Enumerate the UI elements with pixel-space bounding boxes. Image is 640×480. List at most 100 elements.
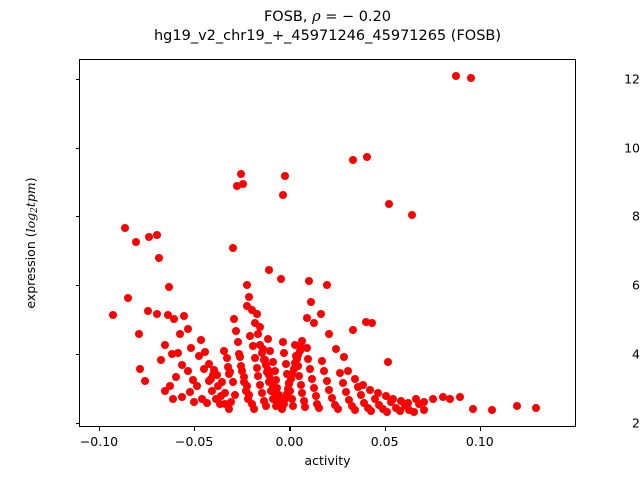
data-point <box>395 407 404 416</box>
data-point <box>230 314 239 323</box>
data-point <box>333 405 342 414</box>
data-point <box>307 374 316 383</box>
data-point <box>310 319 319 328</box>
data-point <box>200 348 209 357</box>
data-point <box>240 373 249 382</box>
data-point <box>120 223 129 232</box>
data-point <box>239 377 248 386</box>
data-point <box>241 386 250 395</box>
data-point <box>243 382 251 391</box>
data-point <box>271 401 280 410</box>
data-point <box>202 398 211 407</box>
data-point <box>237 367 246 376</box>
data-point <box>217 392 226 401</box>
data-point <box>455 392 464 401</box>
data-point <box>179 312 188 321</box>
data-point <box>258 344 267 353</box>
data-point <box>309 383 318 392</box>
data-point <box>257 349 266 358</box>
data-point <box>295 346 304 355</box>
y-tick-mark <box>75 78 79 81</box>
data-point <box>361 318 370 327</box>
data-point <box>265 371 274 380</box>
data-point <box>354 383 363 392</box>
x-tick-label: 0.10 <box>465 434 494 449</box>
data-point <box>233 181 242 190</box>
x-tick-label: −0.10 <box>79 434 119 449</box>
data-point <box>166 381 175 390</box>
data-point <box>204 376 213 385</box>
data-point <box>155 253 164 262</box>
data-point <box>382 407 391 416</box>
data-point <box>374 389 382 398</box>
data-point <box>383 358 392 367</box>
data-point <box>288 369 297 378</box>
y-axis-label: expression (log2tpm) <box>23 177 40 309</box>
data-point <box>232 326 241 335</box>
data-point <box>189 375 198 384</box>
data-point <box>336 369 345 378</box>
data-point <box>214 382 223 391</box>
data-point <box>212 395 221 404</box>
data-point <box>339 352 348 361</box>
data-point <box>269 394 278 403</box>
data-point <box>168 350 177 359</box>
data-point <box>469 405 478 414</box>
data-point <box>243 395 252 404</box>
data-point <box>160 386 169 395</box>
data-point <box>290 340 299 349</box>
data-point <box>349 155 358 164</box>
data-point <box>404 398 413 407</box>
y-tick-label: 12 <box>624 71 640 87</box>
data-point <box>289 364 298 373</box>
data-point <box>302 313 311 322</box>
data-point <box>368 318 377 327</box>
data-point <box>358 381 367 390</box>
data-point <box>313 399 322 408</box>
x-tick-label: −0.05 <box>175 434 214 449</box>
data-point <box>332 344 341 353</box>
y-tick-label: 10 <box>624 140 640 156</box>
x-tick-label: 0.05 <box>370 434 399 449</box>
data-point <box>289 401 298 410</box>
data-point <box>400 401 409 410</box>
data-point <box>280 349 289 358</box>
data-point <box>284 378 293 387</box>
data-point <box>350 405 359 414</box>
data-point <box>302 343 311 352</box>
data-point <box>177 361 186 370</box>
data-point <box>238 179 247 188</box>
data-point <box>140 376 149 385</box>
data-point <box>532 403 541 412</box>
data-point <box>170 314 179 323</box>
data-point <box>268 357 277 366</box>
data-point <box>250 353 259 362</box>
data-point <box>231 391 240 399</box>
data-point <box>236 170 245 179</box>
data-point <box>292 351 301 360</box>
data-point <box>258 389 267 398</box>
data-point <box>174 349 183 358</box>
data-point <box>282 390 291 399</box>
data-point <box>414 400 423 409</box>
data-point <box>247 399 256 408</box>
data-point <box>190 397 199 406</box>
data-point <box>183 324 192 333</box>
data-point <box>381 392 390 401</box>
data-point <box>405 405 414 414</box>
data-point <box>221 400 230 409</box>
data-point <box>330 400 339 409</box>
data-point <box>296 342 305 351</box>
data-point <box>143 306 152 315</box>
data-point <box>274 391 283 400</box>
data-point <box>262 402 271 411</box>
data-point <box>513 402 522 411</box>
data-point <box>295 372 304 381</box>
data-point <box>229 244 238 253</box>
data-point <box>163 310 172 319</box>
y-tick-label: 2 <box>632 415 640 431</box>
data-point <box>144 233 153 242</box>
chart-title-line1: FOSB, ρ = − 0.20 <box>263 9 392 25</box>
y-tick-label: 8 <box>632 208 640 224</box>
data-point <box>467 73 476 82</box>
